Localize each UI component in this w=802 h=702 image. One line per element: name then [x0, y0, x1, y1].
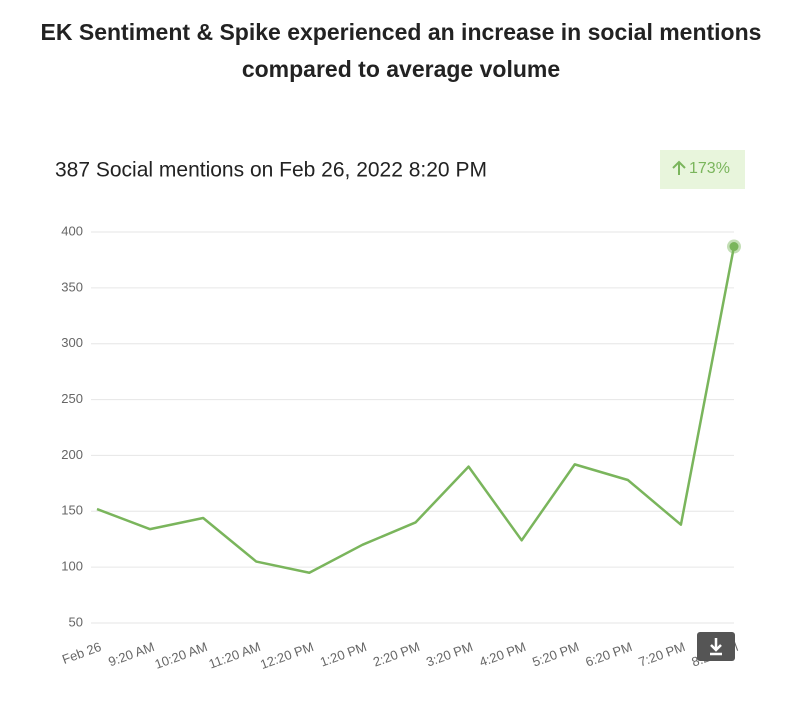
x-tick-label: 4:20 PM — [477, 639, 528, 670]
chart-title: EK Sentiment & Spike experienced an incr… — [40, 19, 762, 82]
y-tick-label: 350 — [61, 279, 83, 294]
x-tick-label: 6:20 PM — [583, 639, 634, 670]
y-tick-label: 150 — [61, 503, 83, 518]
y-tick-label: 400 — [61, 223, 83, 238]
x-tick-label: 7:20 PM — [636, 639, 687, 670]
x-tick-label: 3:20 PM — [424, 639, 475, 670]
x-tick-label: 9:20 AM — [106, 639, 156, 669]
line — [96, 246, 736, 574]
x-tick-label: 2:20 PM — [371, 639, 422, 670]
badge-text: 173% — [689, 160, 730, 177]
y-tick-label: 50 — [69, 614, 83, 629]
y-tick-label: 100 — [61, 559, 83, 574]
badge-bg — [660, 150, 745, 189]
up-arrow-icon — [672, 160, 686, 175]
y-tick-label: 300 — [61, 335, 83, 350]
x-tick-label: 1:20 PM — [318, 639, 369, 670]
x-tick-label: 12:20 PM — [258, 639, 315, 672]
download-icon — [710, 638, 722, 656]
point — [729, 242, 739, 252]
x-tick-label: 10:20 AM — [153, 639, 210, 672]
x-tick-label: 11:20 AM — [207, 639, 263, 672]
y-tick-label: 200 — [61, 447, 83, 462]
x-tick-label: Feb 26 — [60, 639, 103, 667]
subtitle: 387 Social mentions on Feb 26, 2022 8:20… — [55, 159, 487, 182]
x-tick-label: 5:20 PM — [530, 639, 581, 670]
y-tick-label: 250 — [61, 391, 83, 406]
